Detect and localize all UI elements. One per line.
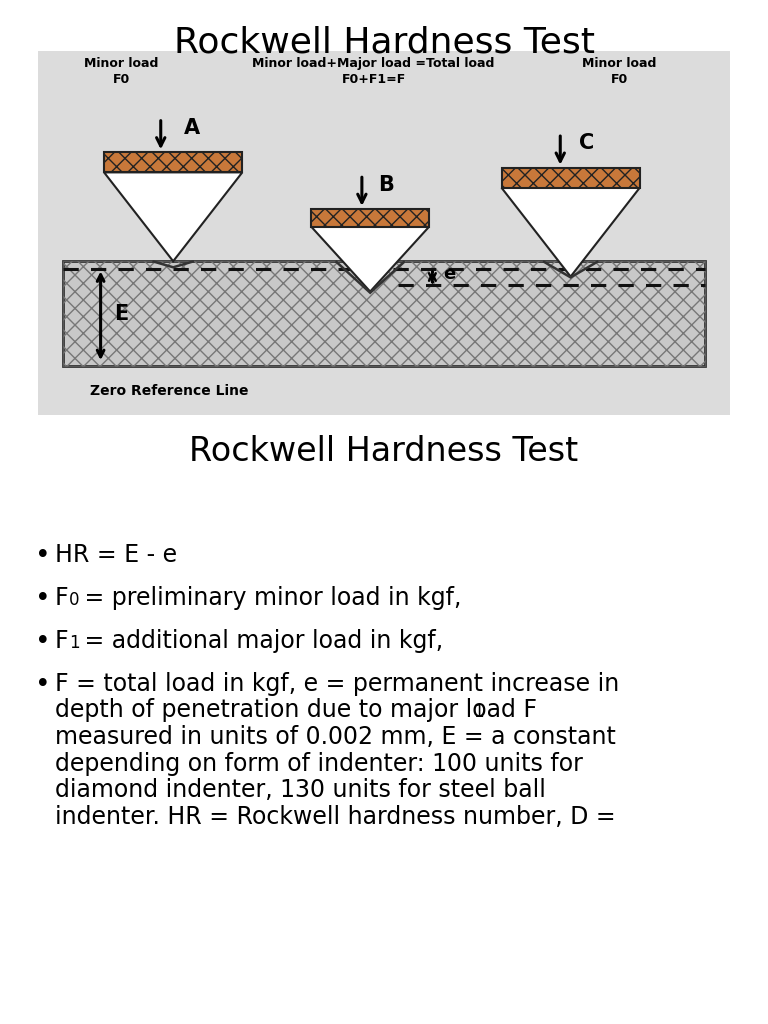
- Bar: [502, 168, 640, 187]
- Text: Minor load: Minor load: [84, 57, 158, 71]
- Text: indenter. HR = Rockwell hardness number, D =: indenter. HR = Rockwell hardness number,…: [55, 805, 616, 828]
- Text: = additional major load in kgf,: = additional major load in kgf,: [77, 629, 443, 652]
- Text: Minor load+Major load =Total load: Minor load+Major load =Total load: [253, 57, 495, 71]
- Bar: [63, 261, 706, 367]
- Polygon shape: [104, 172, 243, 261]
- Polygon shape: [502, 187, 640, 276]
- Text: Rockwell Hardness Test: Rockwell Hardness Test: [190, 435, 578, 468]
- Text: 0: 0: [69, 591, 80, 609]
- Text: depending on form of indenter: 100 units for: depending on form of indenter: 100 units…: [55, 752, 583, 775]
- Text: •: •: [35, 672, 51, 697]
- Polygon shape: [312, 227, 429, 292]
- Text: 1: 1: [473, 703, 484, 722]
- Text: A: A: [184, 118, 200, 138]
- Text: •: •: [35, 586, 51, 611]
- Text: Minor load: Minor load: [582, 57, 656, 71]
- Text: F: F: [55, 629, 68, 652]
- Text: F0: F0: [611, 74, 627, 86]
- Text: e: e: [442, 265, 455, 283]
- Text: diamond indenter, 130 units for steel ball: diamond indenter, 130 units for steel ba…: [55, 778, 546, 802]
- Text: E: E: [114, 304, 129, 324]
- Text: F0+F1=F: F0+F1=F: [342, 74, 406, 86]
- Text: F: F: [55, 586, 68, 609]
- Text: F0: F0: [113, 74, 130, 86]
- Text: 1: 1: [69, 634, 80, 652]
- Text: C: C: [579, 133, 594, 154]
- Text: = preliminary minor load in kgf,: = preliminary minor load in kgf,: [77, 586, 462, 609]
- Bar: [312, 209, 429, 227]
- Text: measured in units of 0.002 mm, E = a constant: measured in units of 0.002 mm, E = a con…: [55, 725, 616, 749]
- Text: Rockwell Hardness Test: Rockwell Hardness Test: [174, 26, 594, 59]
- Bar: [104, 153, 243, 172]
- Text: B: B: [379, 175, 394, 196]
- Text: •: •: [35, 543, 51, 568]
- Text: •: •: [35, 629, 51, 654]
- Text: depth of penetration due to major load F: depth of penetration due to major load F: [55, 698, 537, 722]
- Bar: [63, 261, 706, 367]
- Text: Zero Reference Line: Zero Reference Line: [91, 384, 249, 398]
- Text: HR = E - e: HR = E - e: [55, 543, 177, 566]
- Text: F = total load in kgf, e = permanent increase in: F = total load in kgf, e = permanent inc…: [55, 672, 619, 695]
